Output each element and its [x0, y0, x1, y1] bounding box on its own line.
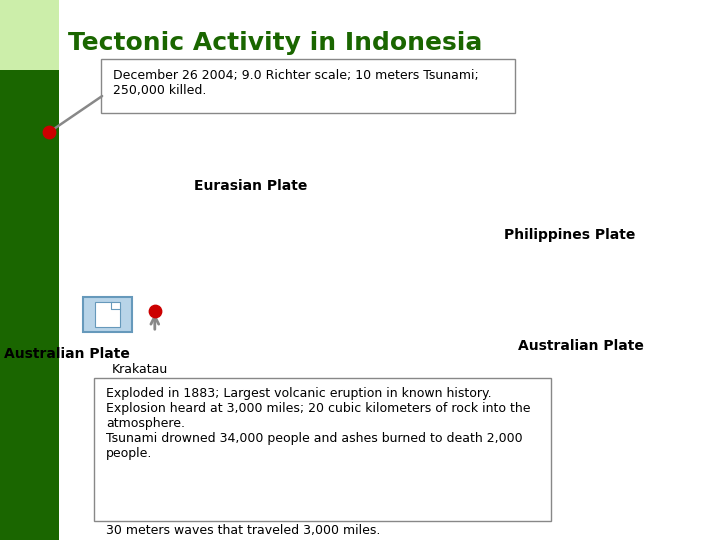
- Text: Krakatau: Krakatau: [112, 363, 168, 376]
- Text: Eurasian Plate: Eurasian Plate: [194, 179, 307, 193]
- Point: [43, 128, 55, 137]
- Text: December 26 2004; 9.0 Richter scale; 10 meters Tsunami;
250,000 killed.: December 26 2004; 9.0 Richter scale; 10 …: [113, 69, 479, 97]
- Text: Exploded in 1883; Largest volcanic eruption in known history.
Explosion heard at: Exploded in 1883; Largest volcanic erupt…: [106, 387, 531, 460]
- Text: Tectonic Activity in Indonesia: Tectonic Activity in Indonesia: [68, 31, 483, 55]
- FancyBboxPatch shape: [101, 59, 515, 113]
- Point: [149, 306, 161, 315]
- Bar: [0, 0, 59, 70]
- FancyBboxPatch shape: [94, 378, 551, 521]
- Text: 30 meters waves that traveled 3,000 miles.: 30 meters waves that traveled 3,000 mile…: [106, 524, 380, 537]
- Text: Philippines Plate: Philippines Plate: [504, 228, 635, 242]
- Bar: [0, 0, 59, 540]
- Text: Australian Plate: Australian Plate: [518, 339, 644, 353]
- Bar: [83, 297, 132, 332]
- Bar: [95, 302, 120, 327]
- Text: Australian Plate: Australian Plate: [4, 347, 130, 361]
